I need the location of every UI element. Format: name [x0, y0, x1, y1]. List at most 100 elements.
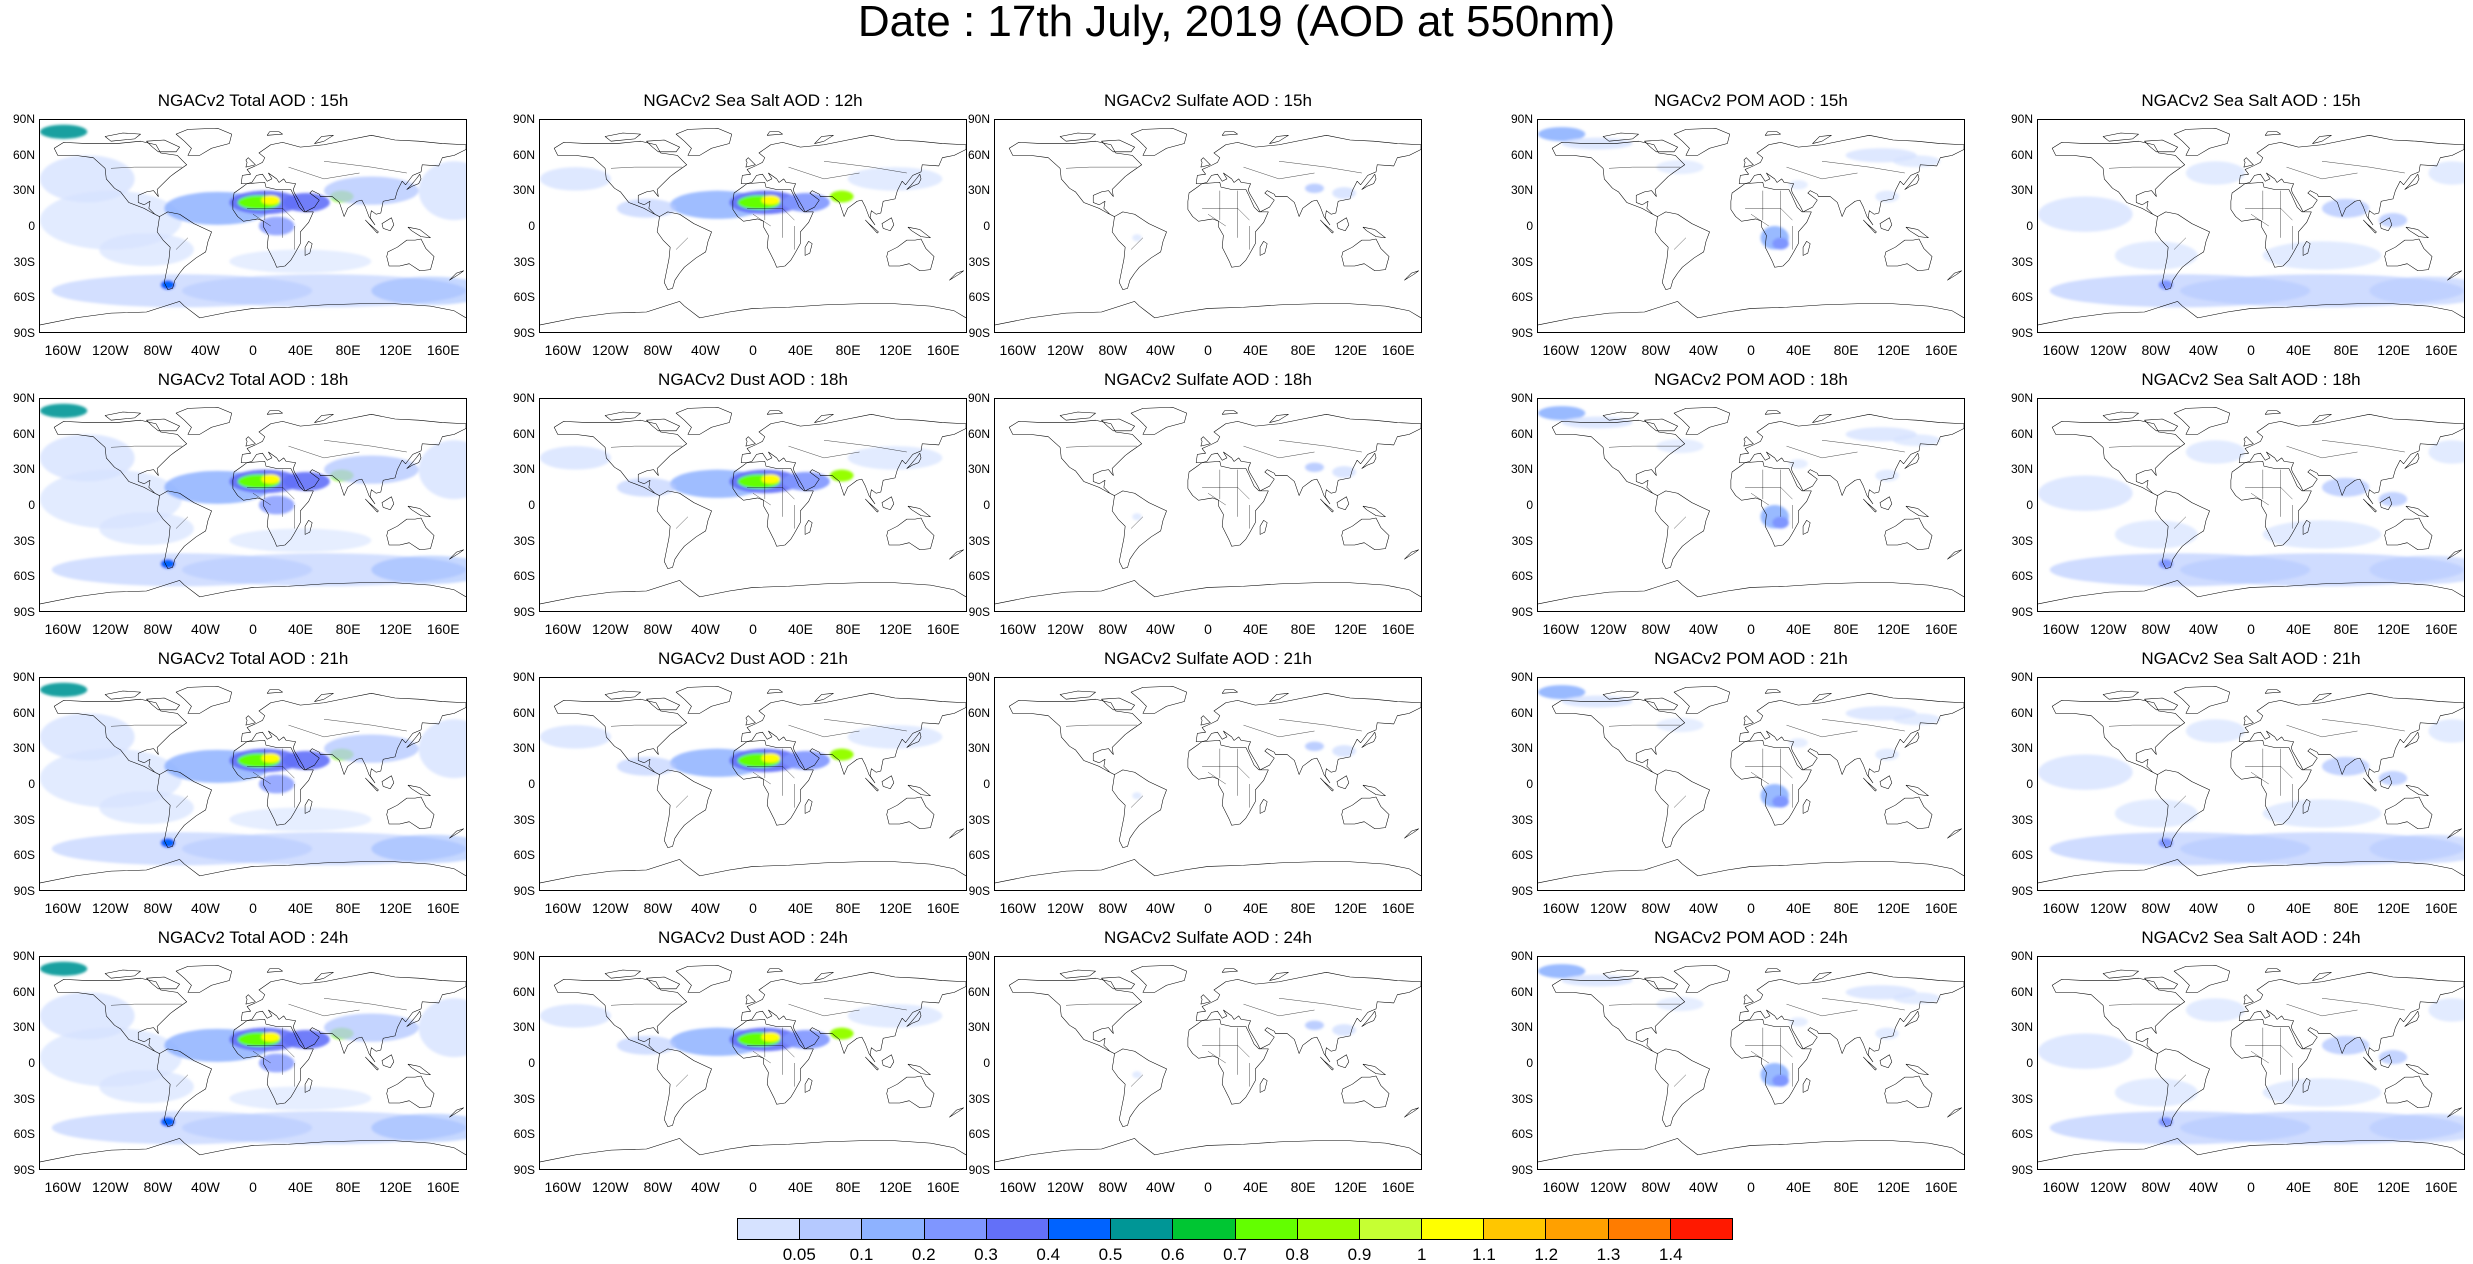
- aod-region: [2185, 440, 2246, 464]
- lon-label: 40W: [1146, 342, 1175, 358]
- aod-field: [1132, 183, 1356, 242]
- coastline-japan: [1904, 731, 1920, 748]
- colorbar-segment: [1359, 1219, 1423, 1239]
- lon-label: 0: [1204, 900, 1212, 916]
- country-border: [175, 1074, 189, 1087]
- lon-label: 120W: [2090, 621, 2127, 637]
- coastline-svalbard: [266, 968, 283, 973]
- lat-label: 30S: [13, 533, 35, 548]
- lat-label: 30N: [967, 1020, 990, 1035]
- coastline-namerica: [2051, 977, 2185, 1054]
- country-border: [2250, 493, 2269, 506]
- aod-region: [1875, 190, 1899, 203]
- coastline-eurasia: [2238, 693, 2464, 784]
- aod-region: [1332, 1024, 1356, 1036]
- aod-region: [2185, 161, 2246, 185]
- coastline-madagascar: [2302, 1078, 2311, 1093]
- lat-label: 30N: [12, 1020, 35, 1035]
- coastline-eurasia: [240, 972, 466, 1063]
- aod-region: [324, 1013, 419, 1042]
- aod-region: [2369, 555, 2464, 584]
- aod-field: [540, 167, 943, 219]
- lon-label: 160W: [2042, 621, 2080, 637]
- coastline-indonesia3: [907, 226, 931, 239]
- country-border: [1243, 445, 1315, 459]
- coastline-indonesia1: [2363, 1056, 2377, 1071]
- lon-label: 160E: [1924, 342, 1958, 358]
- map-frame: [39, 677, 467, 891]
- country-border: [1207, 772, 1226, 785]
- coastline-antarctica: [40, 1138, 466, 1163]
- coastline-indonesia1: [1320, 777, 1334, 792]
- lat-label: 30N: [1510, 741, 1533, 756]
- lat-label: 90S: [2011, 884, 2033, 898]
- country-border: [1207, 214, 1226, 227]
- lat-label: 60S: [13, 848, 35, 863]
- coastline-japan: [1361, 731, 1377, 748]
- aod-region: [2378, 492, 2408, 507]
- lon-label: 160W: [44, 621, 82, 637]
- coastline-australia: [386, 796, 435, 830]
- lon-label: 80W: [2141, 1179, 2171, 1195]
- coastline-novaya: [1269, 972, 1289, 981]
- coastline-antarctica: [2038, 301, 2464, 326]
- coastlines: [40, 406, 466, 605]
- page-title: Date : 17th July, 2019 (AOD at 550nm): [857, 0, 1616, 46]
- coastline-samerica: [1654, 769, 1710, 848]
- aod-field: [40, 682, 466, 866]
- country-border: [610, 1003, 635, 1006]
- coastline-indonesia3: [1905, 1063, 1929, 1076]
- aod-region: [1772, 237, 1789, 250]
- lat-label: 30N: [1510, 183, 1533, 198]
- coastline-uk: [745, 436, 756, 447]
- coastline-svalbard: [266, 131, 283, 136]
- coastlines: [40, 685, 466, 884]
- coastline-namerica: [53, 698, 187, 775]
- lon-label: 160E: [926, 900, 960, 916]
- coastline-indonesia2: [381, 1054, 395, 1068]
- map-panel: NGACv2 Total AOD : 21h 90N 60N 30N 0 30S 60S 90…: [13, 649, 467, 915]
- coastline-greenland: [1130, 127, 1187, 156]
- lon-label: 80E: [835, 1179, 861, 1195]
- aod-region: [99, 233, 194, 267]
- coastline-eurasia: [740, 414, 966, 505]
- country-border: [823, 440, 907, 453]
- coastline-baffin: [1101, 418, 1135, 432]
- lon-label: 120E: [1334, 900, 1367, 916]
- coastline-japan: [406, 731, 422, 748]
- lon-label: 40E: [1786, 621, 1811, 637]
- lon-label: 160E: [1381, 900, 1415, 916]
- lon-label: 80W: [643, 621, 673, 637]
- aod-region: [1788, 738, 1808, 748]
- coastline-indonesia3: [2405, 226, 2429, 239]
- lon-label: 40E: [1786, 900, 1811, 916]
- lat-label: 60S: [513, 290, 535, 305]
- lon-label: 160W: [44, 342, 82, 358]
- country-border: [1673, 795, 1687, 808]
- country-border: [1608, 166, 1633, 169]
- map-panel: NGACv2 Sulfate AOD : 15h 90N 60N 30N 0 30S 60S…: [968, 91, 1422, 357]
- colorbar-label: 0.3: [974, 1245, 998, 1264]
- coastline-indonesia3: [407, 226, 431, 239]
- lon-label: 160W: [544, 621, 582, 637]
- lat-label: 90N: [2010, 112, 2033, 126]
- map-frame: [39, 398, 467, 612]
- lon-label: 40W: [1146, 1179, 1175, 1195]
- lat-label: 60S: [13, 1127, 35, 1142]
- lon-label: 0: [249, 342, 257, 358]
- lon-label: 160E: [1381, 621, 1415, 637]
- lat-label: 30S: [13, 812, 35, 827]
- coastline-australia: [1884, 517, 1933, 551]
- lat-label: 90N: [2010, 670, 2033, 684]
- lon-label: 40W: [1689, 1179, 1718, 1195]
- country-border: [1750, 772, 1769, 785]
- map-frame: [1537, 119, 1965, 333]
- coastline-arctic_isl: [2102, 969, 2139, 979]
- colorbar-label: 0.9: [1347, 1245, 1372, 1264]
- lat-label: 0: [983, 498, 990, 512]
- lat-label: 60S: [2011, 848, 2033, 863]
- country-border: [2108, 445, 2133, 448]
- lat-label: 60N: [12, 147, 35, 162]
- lat-label: 30S: [2011, 254, 2033, 269]
